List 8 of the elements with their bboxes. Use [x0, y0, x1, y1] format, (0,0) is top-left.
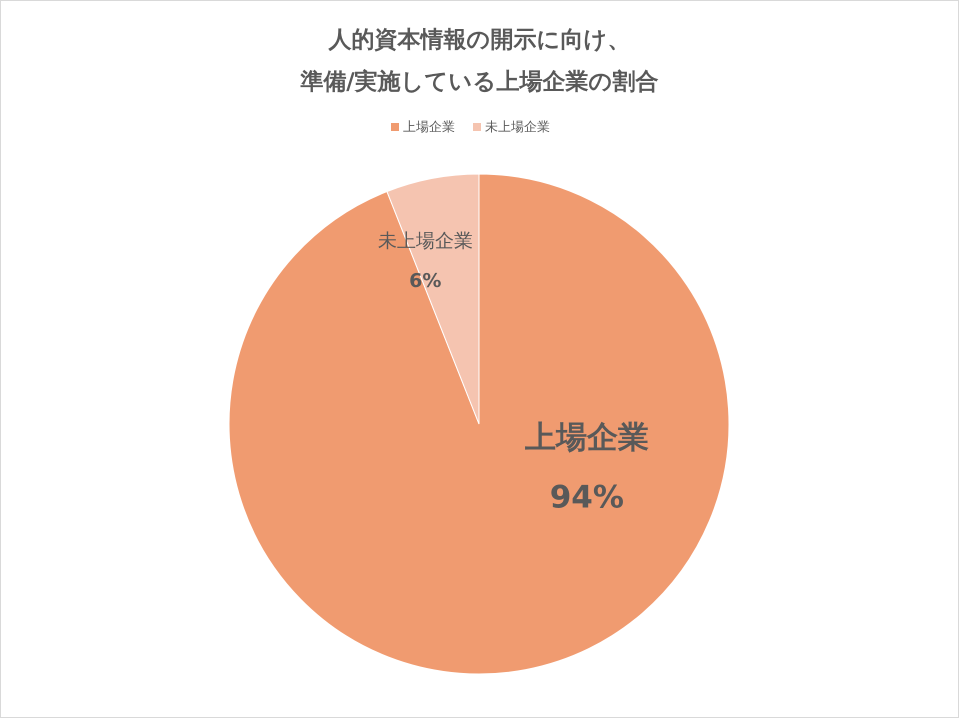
legend-label: 上場企業	[403, 120, 455, 135]
data-label: 94%	[550, 479, 624, 516]
legend-label: 未上場企業	[485, 120, 550, 135]
data-label: 6%	[409, 270, 442, 292]
slice-label: 上場企業	[524, 419, 649, 456]
pie-slice	[228, 174, 730, 674]
slice-label: 未上場企業	[378, 230, 473, 252]
chart-title: 人的資本情報の開示に向け、準備/実施している上場企業の割合	[299, 27, 659, 95]
